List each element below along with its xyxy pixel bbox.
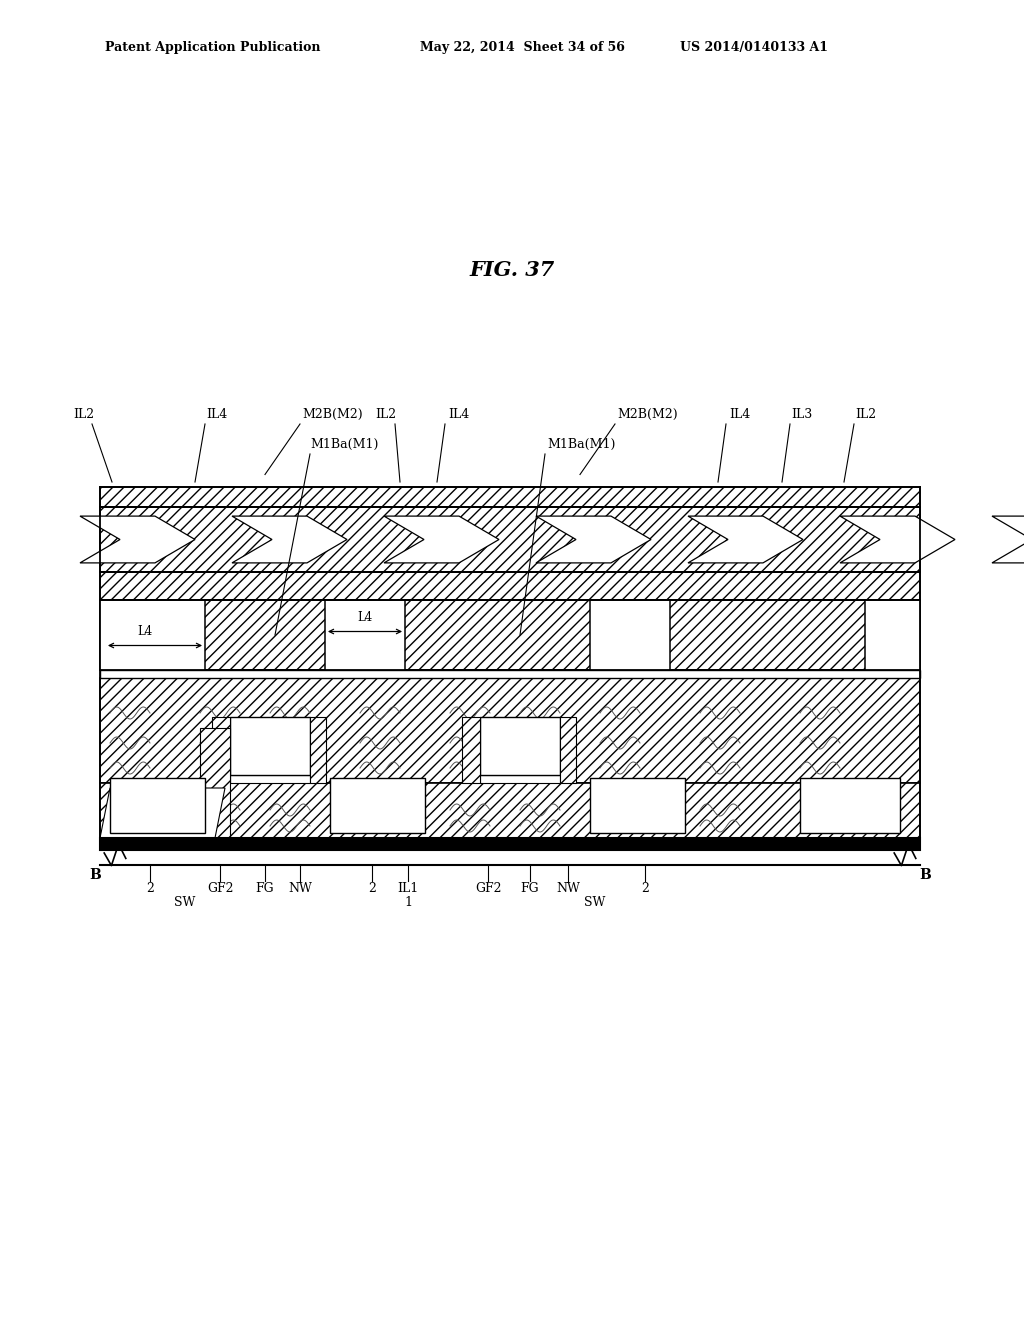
Polygon shape: [100, 788, 225, 838]
Bar: [310, 717, 326, 783]
Polygon shape: [384, 516, 499, 562]
Bar: [212, 717, 230, 783]
Text: IL1: IL1: [397, 883, 419, 895]
Bar: [590, 601, 670, 671]
Polygon shape: [232, 516, 347, 562]
Bar: [230, 775, 310, 783]
Text: IL4: IL4: [207, 408, 227, 421]
Polygon shape: [688, 516, 803, 562]
Text: B: B: [89, 869, 101, 882]
Text: L4: L4: [137, 624, 153, 638]
Bar: [100, 601, 920, 671]
Text: M2B(M2): M2B(M2): [617, 408, 678, 421]
Bar: [230, 717, 310, 775]
Text: 2: 2: [641, 883, 649, 895]
Text: IL3: IL3: [792, 408, 813, 421]
Bar: [100, 487, 920, 507]
Text: IL2: IL2: [376, 408, 396, 421]
Polygon shape: [80, 516, 195, 562]
Text: GF2: GF2: [207, 883, 233, 895]
Text: May 22, 2014  Sheet 34 of 56: May 22, 2014 Sheet 34 of 56: [420, 41, 625, 54]
Text: M1Ba(M1): M1Ba(M1): [548, 437, 616, 450]
Text: M1Ba(M1): M1Ba(M1): [311, 437, 379, 450]
Bar: [480, 775, 560, 783]
Text: IL4: IL4: [449, 408, 470, 421]
Bar: [100, 572, 920, 601]
Text: 2: 2: [146, 883, 154, 895]
Text: IL2: IL2: [855, 408, 877, 421]
Text: SW: SW: [585, 896, 605, 909]
Bar: [200, 729, 230, 838]
Bar: [100, 838, 920, 850]
Polygon shape: [840, 516, 955, 562]
Text: 2: 2: [368, 883, 376, 895]
Text: SW: SW: [174, 896, 196, 909]
Bar: [100, 678, 920, 783]
Bar: [100, 507, 920, 572]
Bar: [480, 717, 560, 775]
Text: NW: NW: [288, 883, 312, 895]
Text: M2B(M2): M2B(M2): [303, 408, 364, 421]
Text: FIG. 37: FIG. 37: [469, 260, 555, 280]
Bar: [865, 601, 920, 671]
Polygon shape: [536, 516, 651, 562]
Bar: [100, 783, 920, 838]
Text: FG: FG: [256, 883, 274, 895]
Bar: [462, 717, 480, 783]
Text: B: B: [920, 869, 931, 882]
Bar: [330, 777, 425, 833]
Bar: [590, 777, 685, 833]
Text: GF2: GF2: [475, 883, 502, 895]
Bar: [325, 601, 406, 671]
Polygon shape: [992, 516, 1024, 562]
Text: US 2014/0140133 A1: US 2014/0140133 A1: [680, 41, 828, 54]
Text: IL2: IL2: [74, 408, 94, 421]
Text: L4: L4: [357, 611, 373, 624]
Bar: [560, 717, 575, 783]
Text: 1: 1: [404, 896, 412, 909]
Text: IL4: IL4: [729, 408, 751, 421]
Bar: [110, 777, 205, 833]
Text: FG: FG: [520, 883, 540, 895]
Bar: [100, 601, 205, 671]
Bar: [800, 777, 900, 833]
Text: NW: NW: [556, 883, 580, 895]
Text: Patent Application Publication: Patent Application Publication: [105, 41, 321, 54]
Bar: [100, 671, 920, 678]
